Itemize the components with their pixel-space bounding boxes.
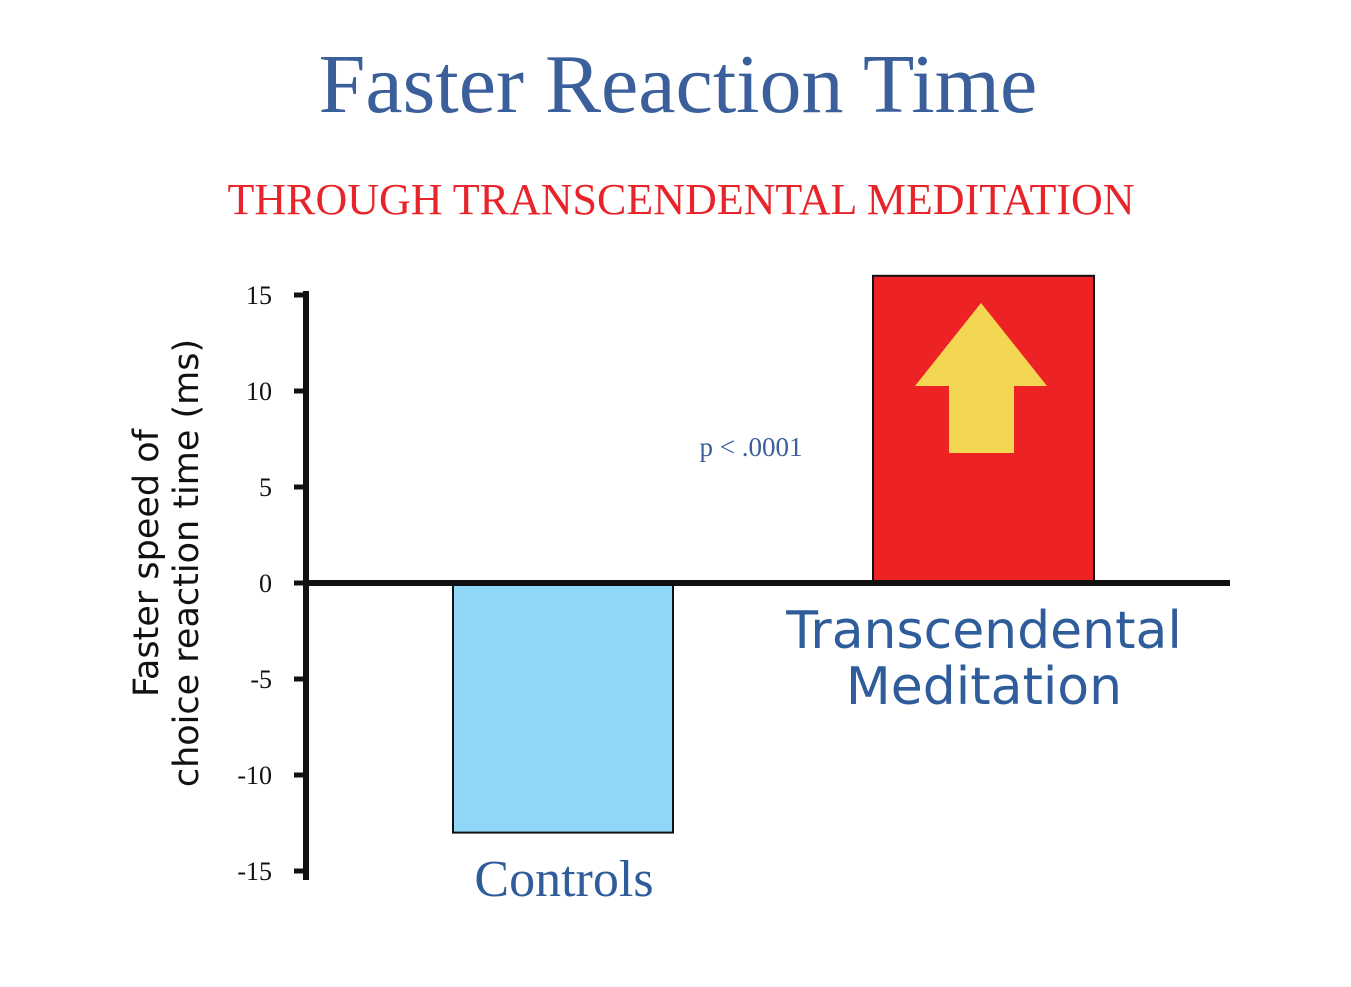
- bars: [452, 274, 1095, 834]
- y-tick-label: -5: [250, 665, 272, 694]
- bar-controls: [452, 582, 674, 834]
- y-tick-label: 5: [259, 473, 272, 502]
- y-axis-label-line-2: choice reaction time (ms): [167, 339, 207, 787]
- category-label: Transcendental: [785, 601, 1182, 661]
- chart-title: Faster Reaction Time: [319, 38, 1038, 131]
- y-tick-label: 15: [246, 281, 272, 310]
- y-tick-label: 10: [246, 377, 272, 406]
- y-tick-label: -15: [237, 857, 272, 886]
- axes: [303, 291, 1230, 880]
- y-axis-label: Faster speed of choice reaction time (ms…: [127, 339, 207, 787]
- y-axis-label-line-1: Faster speed of: [127, 428, 167, 697]
- y-axis-ticks: 15 10 5 0 -5 -10 -15: [237, 281, 306, 886]
- y-tick-label: -10: [237, 761, 272, 790]
- p-value-annotation: p < .0001: [700, 432, 803, 462]
- up-arrow-icon: [915, 303, 1047, 453]
- category-label: Meditation: [846, 657, 1122, 717]
- y-tick-label: 0: [259, 569, 272, 598]
- category-label: Controls: [474, 851, 653, 908]
- chart-subtitle: THROUGH TRANSCENDENTAL MEDITATION: [227, 175, 1134, 224]
